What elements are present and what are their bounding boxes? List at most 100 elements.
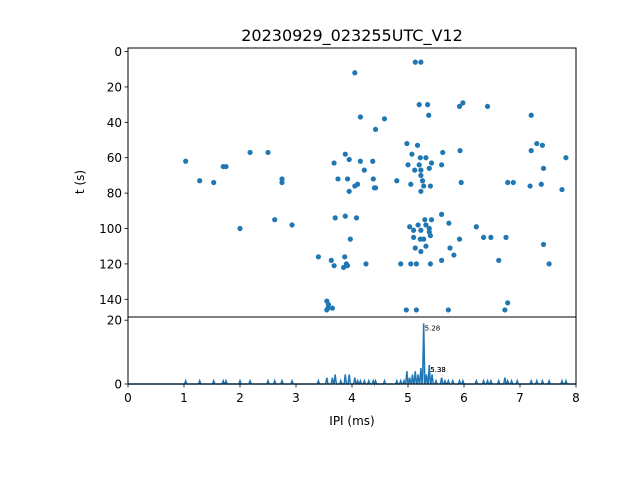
- raster-point: [412, 167, 418, 173]
- raster-point: [289, 222, 295, 228]
- raster-point: [510, 179, 516, 186]
- raster-point: [440, 149, 446, 156]
- histogram-y-tick-label: 0: [114, 378, 122, 392]
- raster-point: [418, 227, 424, 233]
- raster-point: [540, 241, 547, 248]
- histogram-plot-frame: [127, 316, 577, 385]
- raster-point: [528, 112, 534, 118]
- raster-point: [411, 227, 417, 233]
- raster-point: [344, 263, 351, 269]
- peak-annotations: 5.28 5.385.33: [425, 324, 446, 373]
- raster-point: [272, 217, 278, 223]
- raster-point: [414, 142, 421, 148]
- raster-point: [412, 59, 418, 65]
- raster-point: [370, 176, 376, 182]
- raster-point: [559, 186, 565, 193]
- raster-point: [197, 178, 203, 184]
- raster-points: [183, 59, 569, 313]
- y-tick-label: 100: [99, 222, 122, 236]
- raster-point: [439, 211, 445, 217]
- y-tick-label: 40: [107, 116, 122, 130]
- raster-point: [418, 248, 424, 255]
- x-tick-label: 1: [180, 391, 188, 405]
- raster-point: [563, 155, 569, 161]
- raster-point: [423, 222, 429, 228]
- raster-point: [540, 165, 547, 171]
- raster-point: [353, 215, 360, 221]
- raster-point: [457, 148, 463, 154]
- raster-point: [329, 305, 335, 311]
- raster-point: [324, 307, 330, 313]
- x-tick-label: 0: [124, 391, 132, 405]
- histogram-line: [128, 323, 576, 387]
- raster-point: [404, 140, 410, 147]
- x-tick-label: 4: [348, 391, 356, 405]
- raster-point: [342, 254, 348, 260]
- raster-point: [458, 179, 464, 186]
- raster-point: [331, 263, 337, 269]
- raster-point: [381, 116, 388, 122]
- raster-point: [412, 245, 418, 251]
- y-tick-label: 120: [99, 257, 122, 271]
- raster-point: [403, 307, 409, 313]
- raster-point: [439, 162, 445, 168]
- raster-point: [418, 188, 424, 194]
- raster-point: [451, 252, 457, 258]
- raster-point: [405, 162, 411, 168]
- raster-point: [427, 232, 433, 239]
- y-axis-ticks: 0 20 40 60 80 100 120 140: [99, 45, 128, 307]
- raster-point: [346, 188, 352, 194]
- raster-point: [407, 224, 413, 230]
- raster-point: [505, 300, 511, 306]
- x-axis-ticks: 0 1 2 3 4 5 6 7 8: [124, 384, 580, 405]
- raster-point: [237, 225, 243, 232]
- peak-label: 5.28: [425, 324, 441, 332]
- raster-point: [411, 234, 417, 240]
- x-tick-label: 2: [236, 391, 244, 405]
- raster-point: [527, 183, 533, 189]
- raster-point: [428, 217, 435, 223]
- raster-point: [426, 165, 432, 171]
- raster-point: [418, 167, 424, 173]
- raster-point: [418, 59, 424, 65]
- raster-point: [534, 140, 540, 147]
- raster-point: [347, 236, 353, 242]
- raster-point: [211, 179, 217, 186]
- raster-point: [481, 234, 487, 240]
- raster-point: [423, 155, 429, 161]
- raster-point: [538, 181, 544, 187]
- x-tick-label: 6: [460, 391, 468, 405]
- raster-point: [341, 264, 347, 271]
- raster-point: [546, 261, 552, 267]
- raster-point: [425, 102, 431, 108]
- raster-point: [371, 185, 377, 191]
- raster-point: [342, 213, 348, 219]
- raster-point: [505, 179, 511, 186]
- raster-point: [488, 234, 494, 240]
- raster-point: [363, 261, 369, 267]
- raster-point: [398, 261, 404, 267]
- chart-title: 20230929_023255UTC_V12: [241, 26, 463, 46]
- raster-point: [422, 217, 428, 223]
- raster-point: [426, 112, 432, 118]
- raster-point: [419, 178, 426, 184]
- raster-point: [408, 261, 414, 267]
- raster-point: [183, 158, 189, 164]
- raster-point: [417, 155, 423, 161]
- raster-point: [335, 176, 341, 182]
- y-tick-label: 20: [107, 80, 122, 94]
- raster-point: [413, 307, 419, 313]
- raster-point: [446, 220, 452, 226]
- raster-point: [370, 158, 376, 164]
- raster-point: [247, 149, 253, 156]
- raster-point: [409, 151, 415, 157]
- histogram-y-ticks: 0 20: [107, 314, 128, 392]
- raster-point: [342, 151, 348, 157]
- raster-point: [332, 215, 338, 221]
- raster-point: [427, 261, 433, 267]
- raster-point: [456, 103, 463, 110]
- peak-label: 5.38: [430, 366, 446, 374]
- raster-point: [528, 148, 534, 154]
- raster-point: [416, 102, 422, 108]
